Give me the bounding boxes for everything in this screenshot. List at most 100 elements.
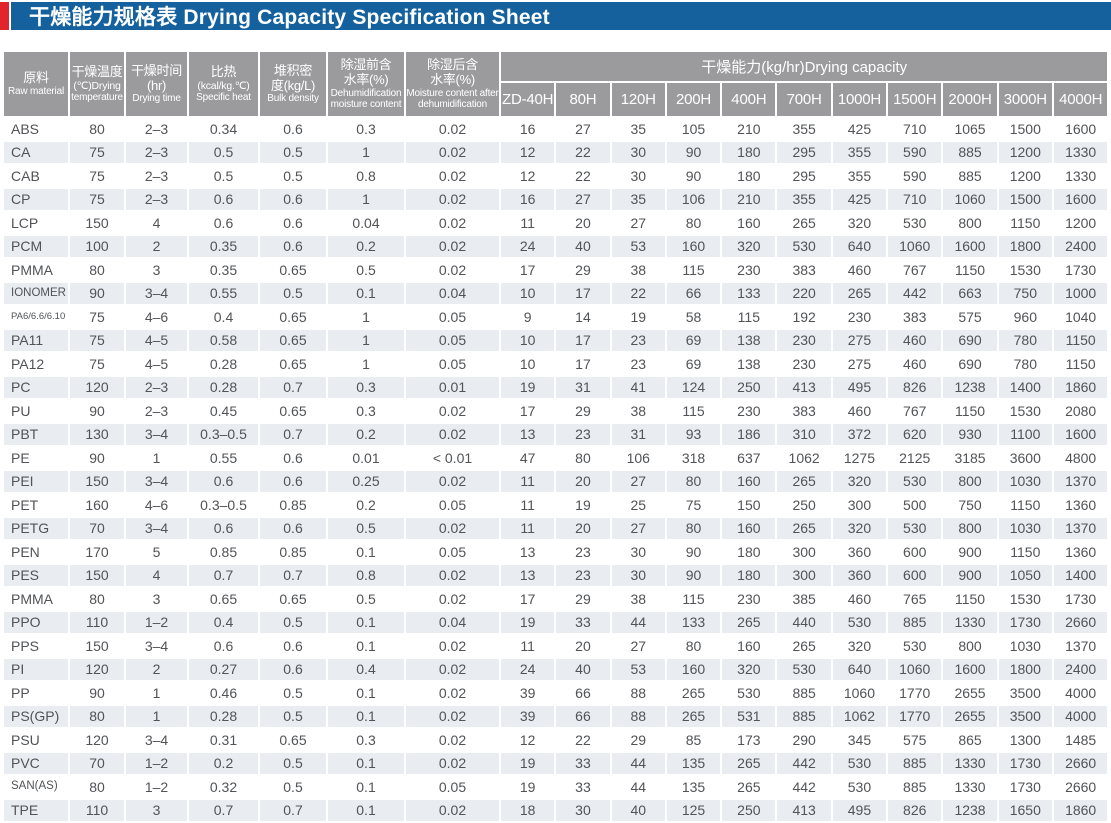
table-row: PMMA 80 3 0.65 0.65 0.5 0.02 17 29 38 115 230 385 460… (4, 588, 1108, 610)
value-cell: 530 (888, 212, 942, 234)
material-cell: PPS (4, 635, 68, 657)
value-cell: 1330 (943, 611, 997, 633)
capacity-model-header-row: ZD-40H 80H 120H 200H 400H 700H 1000H 1500H 2000H… (4, 83, 1108, 116)
value-cell: 1 (126, 447, 187, 469)
value-cell: 11 (501, 494, 555, 516)
value-cell: 0.02 (406, 188, 499, 210)
value-cell: 295 (777, 165, 831, 187)
value-cell: 75 (70, 306, 124, 328)
value-cell: 1 (328, 353, 404, 375)
table-row: PETG 70 3–4 0.6 0.6 0.5 0.02 11 20 27 80 160 265 320 5… (4, 517, 1108, 539)
value-cell: 138 (722, 329, 776, 351)
table-row: PS(GP) 80 1 0.28 0.5 0.1 0.02 39 66 88 265 531 885 10… (4, 705, 1108, 727)
header-label-zh2: 水率(%) (343, 72, 389, 87)
value-cell: 3–4 (126, 470, 187, 492)
value-cell: 310 (777, 423, 831, 445)
value-cell: 355 (777, 188, 831, 210)
value-cell: 0.1 (328, 682, 404, 704)
table-row: PMMA 80 3 0.35 0.65 0.5 0.02 17 29 38 115 230 383 460… (4, 259, 1108, 281)
value-cell: 66 (666, 282, 721, 304)
value-cell: 0.27 (189, 658, 258, 680)
value-cell: 0.5 (260, 776, 326, 798)
value-cell: 133 (722, 282, 776, 304)
value-cell: 0.8 (328, 165, 404, 187)
value-cell: 0.1 (328, 705, 404, 727)
material-cell: PCM (4, 235, 68, 257)
value-cell: 690 (943, 329, 997, 351)
value-cell: 27 (611, 517, 665, 539)
value-cell: 0.65 (260, 588, 326, 610)
value-cell: 1238 (943, 799, 997, 821)
value-cell: 0.35 (189, 235, 258, 257)
material-cell: IONOMER (4, 282, 68, 304)
value-cell: 530 (832, 752, 887, 774)
value-cell: 0.45 (189, 400, 258, 422)
value-cell: 160 (722, 517, 776, 539)
value-cell: 0.65 (260, 329, 326, 351)
value-cell: 110 (70, 799, 124, 821)
value-cell: 27 (556, 118, 610, 140)
col-header-model: 80H (556, 83, 610, 116)
value-cell: 495 (832, 799, 887, 821)
value-cell: 1200 (1053, 212, 1108, 234)
value-cell: 1330 (943, 752, 997, 774)
value-cell: 150 (70, 564, 124, 586)
value-cell: 1330 (1053, 141, 1108, 163)
value-cell: 75 (70, 165, 124, 187)
value-cell: 230 (777, 329, 831, 351)
material-cell: PBT (4, 423, 68, 445)
value-cell: 0.85 (260, 494, 326, 516)
value-cell: 320 (722, 235, 776, 257)
value-cell: 885 (888, 776, 942, 798)
header-label-en: Moisture content after dehumidification (406, 87, 499, 110)
value-cell: 265 (722, 752, 776, 774)
table-row: PSU 120 3–4 0.31 0.65 0.3 0.02 12 22 29 85 173 290 34… (4, 729, 1108, 751)
value-cell: 90 (666, 564, 721, 586)
value-cell: 0.3 (328, 118, 404, 140)
value-cell: 0.3 (328, 376, 404, 398)
value-cell: 442 (777, 776, 831, 798)
value-cell: 124 (666, 376, 721, 398)
table-row: TPE 110 3 0.7 0.7 0.1 0.02 18 30 40 125 250 413 495 82… (4, 799, 1108, 821)
value-cell: 0.65 (260, 353, 326, 375)
value-cell: 4–6 (126, 494, 187, 516)
value-cell: 0.1 (328, 541, 404, 563)
table-row: CP 75 2–3 0.6 0.6 1 0.02 16 27 35 106 210 355 425 710 1… (4, 188, 1108, 210)
value-cell: 44 (611, 752, 665, 774)
value-cell: 2 (126, 235, 187, 257)
material-cell: PC (4, 376, 68, 398)
value-cell: 1730 (1053, 259, 1108, 281)
value-cell: 780 (998, 329, 1052, 351)
col-header-drying-time: 干燥时间 (hr) Drying time (126, 52, 187, 116)
value-cell: 750 (998, 282, 1052, 304)
value-cell: 22 (556, 165, 610, 187)
value-cell: 17 (556, 329, 610, 351)
value-cell: 460 (832, 259, 887, 281)
col-header-model: 400H (722, 83, 776, 116)
value-cell: 0.65 (260, 400, 326, 422)
value-cell: 385 (777, 588, 831, 610)
value-cell: 530 (722, 682, 776, 704)
value-cell: 3185 (943, 447, 997, 469)
col-header-model: 2000H (943, 83, 997, 116)
value-cell: 495 (832, 376, 887, 398)
value-cell: 0.05 (406, 306, 499, 328)
header-label-zh2: 水率(%) (430, 72, 475, 87)
value-cell: 1060 (888, 658, 942, 680)
material-cell: PE (4, 447, 68, 469)
value-cell: 20 (556, 635, 610, 657)
col-header-moisture-after: 除湿后含 水率(%) Moisture content after dehumi… (406, 52, 499, 116)
value-cell: 106 (666, 188, 721, 210)
value-cell: 0.4 (189, 306, 258, 328)
value-cell: 11 (501, 517, 555, 539)
value-cell: 0.6 (260, 470, 326, 492)
value-cell: 58 (666, 306, 721, 328)
value-cell: 1150 (998, 494, 1052, 516)
value-cell: 17 (501, 588, 555, 610)
value-cell: 31 (611, 423, 665, 445)
value-cell: 80 (556, 447, 610, 469)
header-label-en: Specific heat (196, 92, 251, 103)
value-cell: 180 (722, 541, 776, 563)
value-cell: 186 (722, 423, 776, 445)
